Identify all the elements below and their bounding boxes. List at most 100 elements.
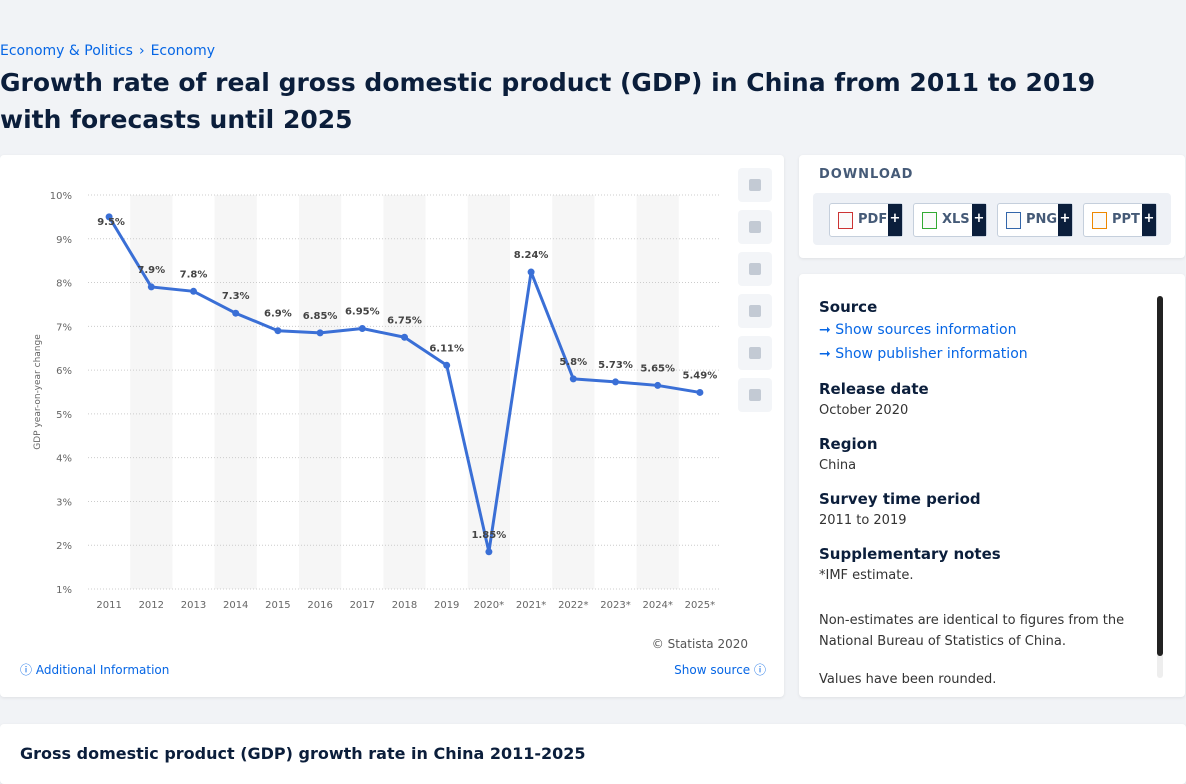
breadcrumb-link[interactable]: Economy bbox=[150, 43, 216, 59]
button-plus: + bbox=[972, 204, 986, 236]
xls-button[interactable]: XLS + bbox=[913, 203, 987, 237]
copyright: © Statista 2020 bbox=[651, 637, 748, 651]
source-heading: Source bbox=[819, 298, 878, 316]
link-text: Show publisher information bbox=[835, 346, 1028, 362]
button-plus: + bbox=[888, 204, 902, 236]
x-tick-label: 2024* bbox=[642, 600, 672, 611]
x-tick-label: 2017 bbox=[350, 600, 375, 611]
publisher-link[interactable]: ➞ Show publisher information bbox=[819, 346, 1028, 362]
y-tick-label: 7% bbox=[56, 322, 72, 333]
data-label: 7.9% bbox=[137, 265, 165, 276]
data-label: 6.11% bbox=[429, 343, 464, 354]
y-tick-label: 10% bbox=[50, 191, 72, 202]
chart-card: 1% 2% 3% 4% 5% 6% 7% 8% 9% 10% GDP year-on-year ch… bbox=[0, 155, 784, 697]
sources-link[interactable]: ➞ Show sources information bbox=[819, 322, 1017, 338]
data-label: 5.49% bbox=[683, 370, 718, 381]
data-point bbox=[443, 361, 451, 369]
y-tick-label: 9% bbox=[56, 235, 72, 246]
note: *IMF estimate. bbox=[819, 568, 914, 583]
pdf-button[interactable]: PDF + bbox=[829, 203, 903, 237]
data-point bbox=[190, 287, 197, 295]
button-label: PNG bbox=[1026, 212, 1058, 227]
button-label: XLS bbox=[942, 212, 970, 227]
data-point bbox=[569, 375, 577, 383]
data-point bbox=[358, 325, 366, 333]
data-point bbox=[105, 213, 113, 221]
data-point bbox=[485, 548, 493, 556]
data-point bbox=[232, 309, 240, 317]
x-tick-label: 2018 bbox=[392, 600, 417, 611]
data-label: 7.3% bbox=[222, 291, 250, 302]
scrollbar[interactable] bbox=[1157, 296, 1163, 678]
link-text: Show source bbox=[674, 663, 751, 677]
data-label: 5.73% bbox=[598, 360, 633, 371]
link-text: Show sources information bbox=[835, 322, 1017, 338]
alert-button[interactable] bbox=[738, 210, 772, 244]
chart: 1% 2% 3% 4% 5% 6% 7% 8% 9% 10% GDP year-on-year ch… bbox=[33, 191, 721, 611]
download-buttons: PDF + XLS + PNG + PPT + bbox=[813, 193, 1171, 245]
data-point bbox=[316, 329, 324, 337]
y-axis-label: GDP year-on-year change bbox=[33, 334, 43, 450]
x-tick-label: 2013 bbox=[181, 600, 206, 611]
data-label: 5.65% bbox=[640, 363, 675, 374]
share-button[interactable] bbox=[738, 294, 772, 328]
related-card: Gross domestic product (GDP) growth rate… bbox=[0, 724, 1186, 784]
print-button[interactable] bbox=[738, 378, 772, 412]
x-tick-label: 2015 bbox=[265, 600, 290, 611]
cite-button[interactable] bbox=[738, 336, 772, 370]
breadcrumb-separator: › bbox=[138, 43, 145, 59]
page-title: Growth rate of real gross domestic produ… bbox=[0, 68, 1096, 134]
column-band bbox=[299, 195, 342, 589]
show-source-link[interactable]: Show source ⓘ bbox=[674, 663, 766, 677]
data-label: 6.85% bbox=[303, 311, 338, 322]
region-heading: Region bbox=[819, 435, 878, 453]
button-label: PPT bbox=[1112, 212, 1140, 227]
data-label: 7.8% bbox=[180, 269, 208, 280]
details-card: Source ➞ Show sources information ➞ Show… bbox=[799, 274, 1185, 697]
x-tick-label: 2021* bbox=[516, 600, 546, 611]
column-band bbox=[467, 195, 510, 589]
x-tick-label: 2011 bbox=[96, 600, 121, 611]
y-tick-label: 5% bbox=[56, 410, 72, 421]
x-tick-label: 2022* bbox=[558, 600, 588, 611]
x-tick-label: 2014 bbox=[223, 600, 248, 611]
x-tick-label: 2023* bbox=[600, 600, 630, 611]
png-button[interactable]: PNG + bbox=[997, 203, 1073, 237]
x-tick-label: 2020* bbox=[474, 600, 504, 611]
link-text: Additional Information bbox=[35, 663, 170, 677]
data-label: 8.24% bbox=[514, 250, 549, 261]
download-card: DOWNLOAD PDF + XLS + PNG + PPT + bbox=[799, 155, 1185, 258]
y-tick-label: 3% bbox=[56, 497, 72, 508]
data-point bbox=[696, 388, 704, 396]
settings-button[interactable] bbox=[738, 252, 772, 286]
period-heading: Survey time period bbox=[819, 490, 981, 508]
column-band bbox=[214, 195, 257, 589]
release-heading: Release date bbox=[819, 380, 929, 398]
ppt-button[interactable]: PPT + bbox=[1083, 203, 1157, 237]
data-point bbox=[147, 283, 155, 291]
y-tick-label: 4% bbox=[56, 454, 72, 465]
y-tick-label: 8% bbox=[56, 279, 72, 290]
breadcrumb-link[interactable]: Economy & Politics bbox=[0, 43, 133, 59]
data-label: 5.8% bbox=[559, 357, 587, 368]
page: Economy & Politics › Economy Growth rate o… bbox=[0, 43, 1186, 784]
breadcrumbs: Economy & Politics › Economy bbox=[0, 43, 221, 59]
x-tick-label: 2019 bbox=[434, 600, 459, 611]
data-point bbox=[612, 378, 619, 386]
data-label: 6.9% bbox=[264, 309, 292, 320]
related-title: Gross domestic product (GDP) growth rate… bbox=[20, 744, 586, 763]
data-label: 1.85% bbox=[472, 530, 507, 541]
y-tick-label: 1% bbox=[56, 585, 72, 596]
data-point bbox=[527, 268, 535, 276]
additional-info-link[interactable]: ⓘ Additional Information bbox=[20, 663, 170, 677]
notes-heading: Supplementary notes bbox=[819, 545, 1001, 563]
note: Non-estimates are identical to figures f… bbox=[819, 613, 1125, 649]
favorite-button[interactable] bbox=[738, 168, 772, 202]
x-tick-label: 2025* bbox=[685, 600, 715, 611]
download-heading: DOWNLOAD bbox=[819, 167, 914, 182]
data-label: 6.75% bbox=[387, 315, 422, 326]
region: China bbox=[819, 458, 857, 473]
column-band bbox=[636, 195, 679, 589]
data-point bbox=[274, 327, 282, 335]
data-label: 9.5% bbox=[97, 217, 125, 228]
